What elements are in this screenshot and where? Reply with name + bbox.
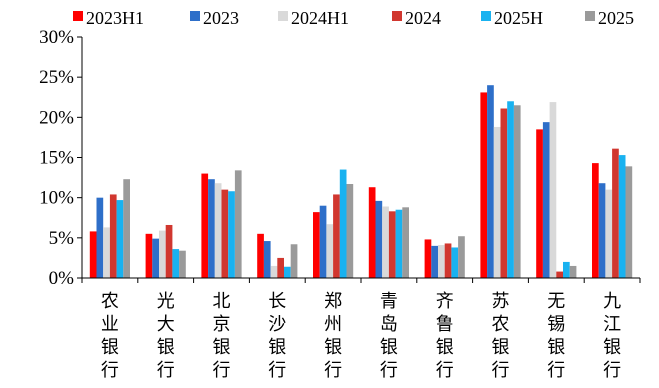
bar-2024H1-郑州银行	[326, 224, 334, 278]
y-tick-label: 5%	[49, 228, 75, 249]
y-tick-label: 30%	[39, 27, 74, 48]
bar-2025-苏农银行	[513, 105, 521, 278]
legend-swatch-2024	[392, 11, 402, 21]
bar-2024H1-无锡银行	[549, 102, 557, 278]
x-category-label: 苏农银行	[492, 291, 510, 381]
bar-2024-齐鲁银行	[444, 243, 452, 278]
bar-2024H1-北京银行	[214, 183, 222, 278]
bar-2025-青岛银行	[402, 207, 409, 278]
bar-2023-光大银行	[152, 238, 159, 278]
bar-2025-九江银行	[625, 166, 633, 278]
bar-2024H1-苏农银行	[493, 126, 501, 278]
bar-2024-青岛银行	[388, 211, 396, 278]
bar-2024-农业银行	[109, 194, 117, 278]
legend-swatch-2025	[585, 11, 595, 21]
legend-label-2023: 2023	[203, 8, 239, 28]
bar-2023-青岛银行	[375, 200, 383, 278]
bar-2023-苏农银行	[487, 85, 494, 278]
x-category-label: 九江银行	[603, 291, 621, 381]
bar-2024H1-九江银行	[605, 189, 613, 278]
bar-2024-长沙银行	[277, 257, 284, 278]
bar-2024-郑州银行	[333, 194, 340, 278]
bar-2023-郑州银行	[319, 205, 327, 278]
bar-2023H1-长沙银行	[257, 233, 264, 278]
y-tick-label: 15%	[39, 148, 74, 169]
bar-2024-九江银行	[612, 148, 619, 278]
bar-2024-北京银行	[221, 189, 229, 278]
bar-2025H-长沙银行	[284, 266, 291, 278]
bar-2023H1-光大银行	[145, 233, 153, 278]
bar-2025H-北京银行	[228, 191, 235, 278]
bar-2025H-光大银行	[172, 249, 180, 278]
bar-2025-长沙银行	[290, 244, 298, 278]
bar-2024H1-农业银行	[103, 227, 110, 278]
legend-label-2024: 2024	[405, 8, 441, 28]
bar-2023H1-无锡银行	[536, 129, 543, 278]
x-category-label: 农业银行	[101, 291, 119, 381]
bar-2024H1-青岛银行	[382, 206, 389, 278]
x-category-label: 无锡银行	[547, 291, 565, 381]
bar-2025-无锡银行	[569, 265, 577, 278]
x-category-label: 齐鲁银行	[436, 291, 454, 381]
legend-swatch-2024H1	[278, 11, 288, 21]
legend-swatch-2023H1	[73, 11, 83, 21]
bar-2023-齐鲁银行	[431, 245, 438, 278]
bar-2025-农业银行	[123, 179, 130, 278]
bar-2024-光大银行	[165, 224, 173, 278]
bars	[89, 85, 633, 279]
bar-2025H-无锡银行	[563, 261, 570, 278]
bar-2023H1-北京银行	[201, 173, 209, 278]
bar-2024-苏农银行	[500, 108, 508, 278]
x-category-label: 北京银行	[213, 291, 231, 381]
bar-2023-长沙银行	[263, 241, 271, 278]
bar-2023H1-青岛银行	[368, 187, 376, 278]
x-category-label: 长沙银行	[268, 291, 286, 381]
bar-2025-光大银行	[179, 250, 186, 278]
bar-2024H1-光大银行	[159, 230, 166, 278]
legend-label-2025H: 2025H	[494, 8, 543, 28]
bar-2023-北京银行	[208, 179, 215, 278]
bar-2023-农业银行	[96, 197, 104, 278]
bar-2025H-农业银行	[116, 200, 124, 278]
legend-swatch-2025H	[481, 11, 491, 21]
bar-2025H-齐鲁银行	[451, 247, 459, 278]
y-tick-label: 20%	[39, 107, 74, 128]
y-tick-label: 25%	[39, 67, 74, 88]
bar-2023H1-九江银行	[592, 163, 599, 278]
x-category-label: 郑州银行	[324, 291, 342, 381]
legend-swatch-2023	[190, 11, 200, 21]
bar-2024H1-长沙银行	[270, 265, 278, 278]
bar-2025H-郑州银行	[339, 169, 347, 278]
y-axis: 0% 5% 10% 15% 20% 25% 30%	[39, 27, 83, 289]
legend-label-2023H1: 2023H1	[86, 8, 144, 28]
legend: 2023H1 2023 2024H1 2024 2025H 2025	[73, 8, 634, 28]
bar-2024H1-齐鲁银行	[438, 245, 445, 278]
legend-label-2025: 2025	[598, 8, 634, 28]
y-tick-label: 0%	[49, 268, 75, 289]
bar-2025H-苏农银行	[507, 101, 514, 279]
bar-2025H-青岛银行	[395, 209, 403, 278]
bar-2024-无锡银行	[556, 271, 563, 278]
bar-2025-北京银行	[234, 170, 242, 278]
bar-2023-九江银行	[598, 183, 606, 278]
y-tick-label: 10%	[39, 188, 74, 209]
bar-2023H1-苏农银行	[480, 92, 488, 279]
bar-2023-无锡银行	[542, 122, 550, 279]
x-category-label: 光大银行	[157, 291, 175, 381]
legend-label-2024H1: 2024H1	[291, 8, 349, 28]
bar-2023H1-郑州银行	[313, 212, 320, 278]
bar-2023H1-农业银行	[89, 231, 97, 278]
bar-2025H-九江银行	[618, 155, 626, 278]
x-axis: 农业银行 光大银行 北京银行 长沙银行 郑州银行 青岛银行 齐鲁银行 苏农银行 无锡银行 九江银行	[81, 277, 641, 381]
x-category-label: 青岛银行	[380, 291, 398, 381]
bar-2025-齐鲁银行	[458, 236, 465, 278]
bar-2023H1-齐鲁银行	[424, 239, 432, 278]
bar-2025-郑州银行	[346, 184, 354, 278]
